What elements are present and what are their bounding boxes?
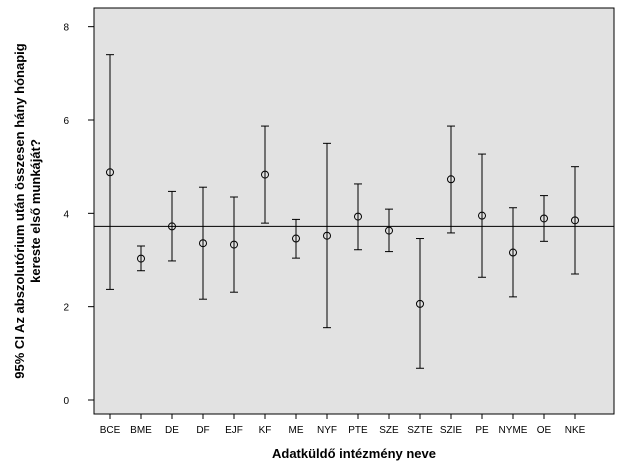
mean-point <box>230 240 238 249</box>
x-tick-label: BCE <box>100 425 121 436</box>
x-tick-label: ME <box>289 425 304 436</box>
mean-point <box>416 299 424 308</box>
y-tick-label: 4 <box>63 209 69 220</box>
mean-point <box>478 211 486 220</box>
mean-point <box>292 234 300 243</box>
x-tick-label: BME <box>130 425 152 436</box>
mean-point <box>137 254 145 263</box>
mean-point <box>447 175 455 184</box>
mean-point <box>323 231 331 240</box>
y-axis: 0 2 4 6 8 <box>63 23 94 407</box>
x-tick-label: NKE <box>565 425 586 436</box>
y-tick-label: 0 <box>63 396 69 407</box>
mean-point <box>261 170 269 179</box>
y-axis-title-line-2: kereste első munkáját? <box>28 139 43 283</box>
mean-point <box>354 212 362 221</box>
mean-point <box>509 248 517 257</box>
y-tick-label: 8 <box>63 23 69 34</box>
error-bars <box>106 54 579 369</box>
x-tick-label: NYF <box>317 425 337 436</box>
mean-point <box>385 226 393 235</box>
y-tick-label: 6 <box>63 116 69 127</box>
x-axis-title: Adatküldő intézmény neve <box>272 446 436 461</box>
x-tick-label: SZE <box>379 425 399 436</box>
x-tick-label: PTE <box>348 425 368 436</box>
x-tick-label: SZTE <box>407 425 433 436</box>
y-tick-label: 2 <box>63 303 69 314</box>
x-tick-label: EJF <box>225 425 243 436</box>
x-tick-label: OE <box>537 425 552 436</box>
x-axis: BCE BME DE DF EJF KF ME NYF PTE SZE SZTE SZIE PE NYME… <box>100 414 586 436</box>
x-tick-label: PE <box>475 425 489 436</box>
x-tick-label: SZIE <box>440 425 463 436</box>
mean-point <box>168 222 176 231</box>
y-axis-title-line-1: 95% CI Az abszolutórium után összesen há… <box>12 43 27 378</box>
x-tick-label: KF <box>259 425 272 436</box>
x-tick-label: DE <box>165 425 179 436</box>
x-tick-label: NYME <box>499 425 528 436</box>
mean-point <box>199 239 207 248</box>
mean-point <box>540 214 548 223</box>
plot-area <box>93 7 615 415</box>
mean-point <box>106 168 114 177</box>
mean-point <box>571 216 579 225</box>
x-tick-label: DF <box>196 425 209 436</box>
